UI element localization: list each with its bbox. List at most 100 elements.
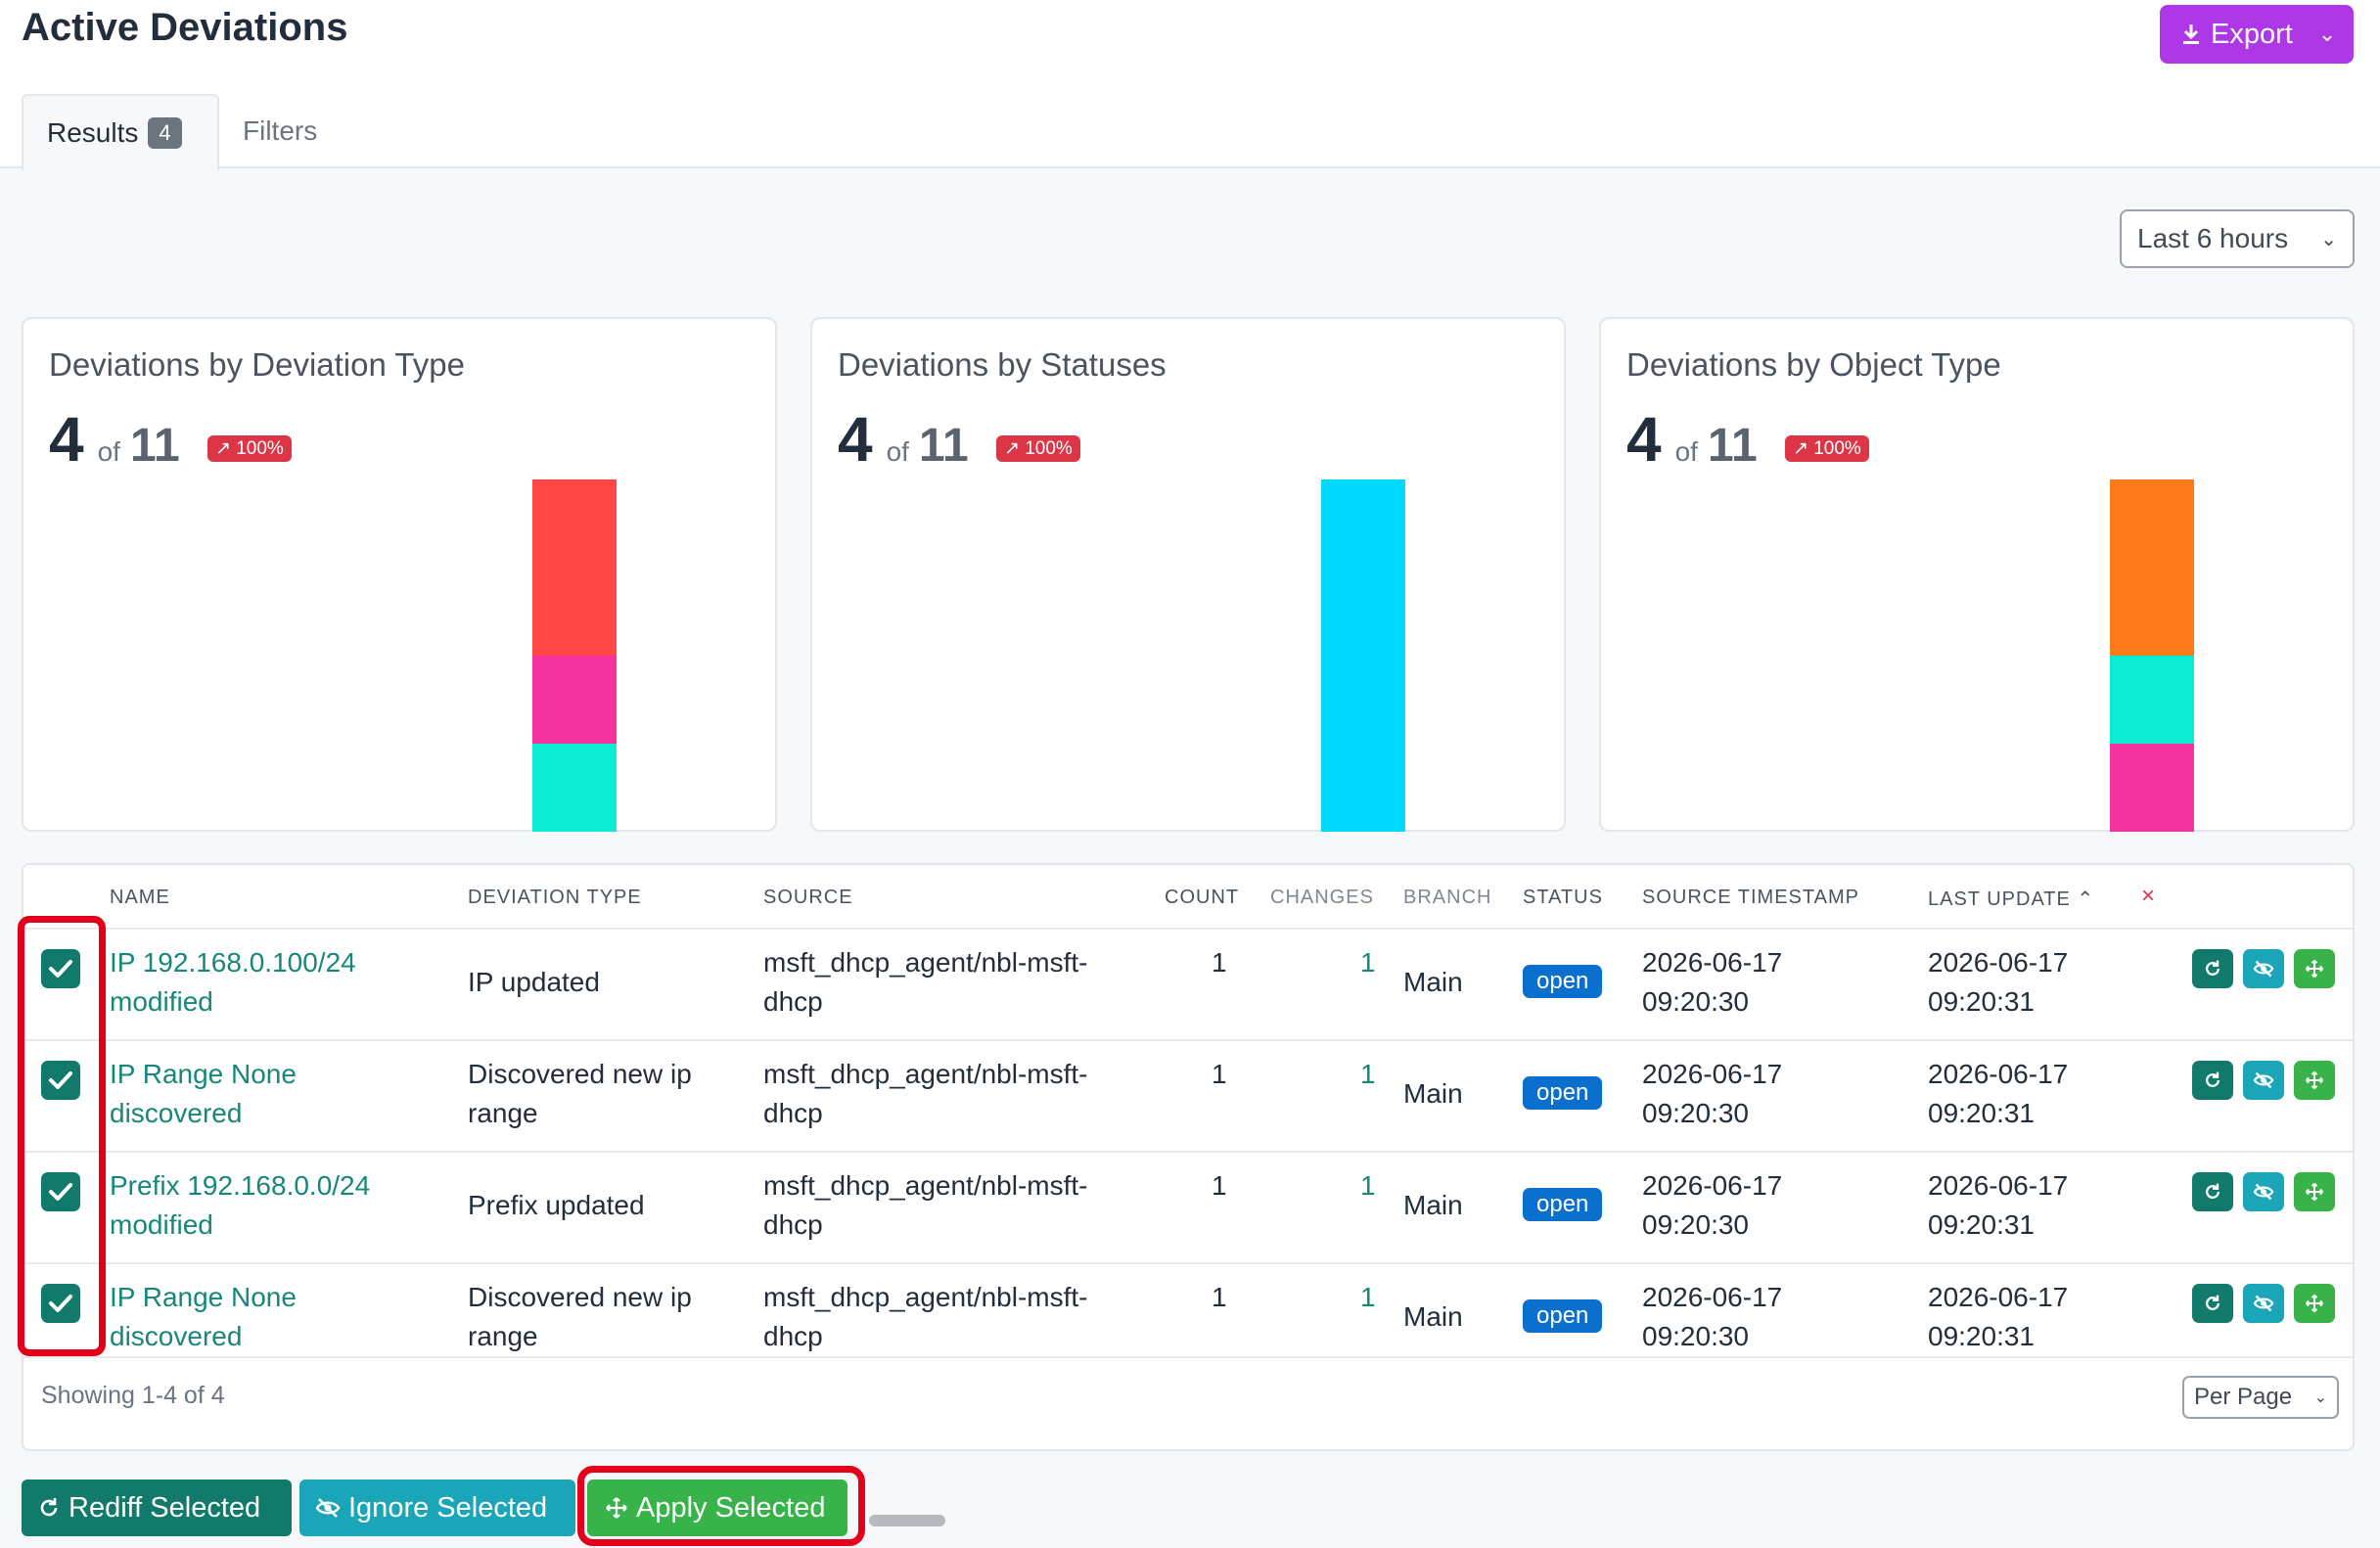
row-changes-link[interactable]: 1: [1360, 1282, 1376, 1312]
row-ignore-button[interactable]: [2243, 949, 2284, 988]
bar-segment-0[interactable]: [532, 479, 617, 656]
card-stat: 4 of 11: [49, 403, 180, 476]
move-arrows-icon: [2305, 1182, 2324, 1202]
row-apply-button[interactable]: [2294, 1061, 2335, 1100]
row-apply-button[interactable]: [2294, 1284, 2335, 1323]
row-rediff-button[interactable]: [2192, 1284, 2233, 1323]
bar-segment-2[interactable]: [2110, 744, 2194, 832]
deviation-type-chart: [532, 479, 617, 832]
col-header-source[interactable]: SOURCE: [763, 887, 853, 908]
row-count: 1: [1212, 947, 1227, 978]
row-rediff-button[interactable]: [2192, 1172, 2233, 1211]
tab-results[interactable]: Results 4: [22, 94, 219, 170]
row-changes-link[interactable]: 1: [1360, 1170, 1376, 1201]
check-icon: [49, 1071, 72, 1089]
tab-results-label: Results: [47, 117, 139, 148]
row-apply-button[interactable]: [2294, 949, 2335, 988]
time-range-select[interactable]: Last 6 hours ⌄: [2120, 209, 2355, 268]
col-header-source-timestamp[interactable]: SOURCE TIMESTAMP: [1642, 887, 1859, 908]
col-header-count[interactable]: COUNT: [1165, 887, 1240, 908]
clear-sort-icon[interactable]: ×: [2141, 883, 2157, 909]
row-source: msft_dhcp_agent/nbl-msft-dhcp: [763, 947, 1088, 1017]
bar-segment-0[interactable]: [1321, 479, 1405, 832]
stat-total: 11: [918, 420, 969, 472]
row-checkbox[interactable]: [41, 1284, 80, 1323]
bar-segment-1[interactable]: [532, 656, 617, 744]
col-header-deviation-type[interactable]: DEVIATION TYPE: [468, 887, 642, 908]
col-header-status[interactable]: STATUS: [1523, 887, 1603, 908]
stat-total: 11: [129, 420, 180, 472]
check-icon: [49, 1295, 72, 1312]
object-type-chart: [2110, 479, 2194, 832]
row-rediff-button[interactable]: [2192, 949, 2233, 988]
table-row[interactable]: IP Range None discovered Discovered new ip…: [23, 1039, 2353, 1151]
row-count: 1: [1212, 1282, 1227, 1312]
refresh-icon: [2206, 1183, 2220, 1199]
move-arrows-icon: [2305, 1294, 2324, 1313]
stat-value: 4: [1626, 404, 1662, 475]
row-name-link[interactable]: IP Range None discovered: [110, 1282, 297, 1351]
tab-filters[interactable]: Filters: [243, 94, 317, 168]
row-count: 1: [1212, 1170, 1227, 1201]
row-last-update: 2026-06-17 09:20:31: [1928, 1059, 2069, 1128]
row-source-timestamp: 2026-06-17 09:20:30: [1642, 947, 1783, 1017]
row-checkbox[interactable]: [41, 949, 80, 988]
card-title: Deviations by Statuses: [838, 346, 1167, 383]
row-ignore-button[interactable]: [2243, 1061, 2284, 1100]
col-header-last-update[interactable]: LAST UPDATE ⌃: [1928, 888, 2095, 910]
chevron-down-icon: ⌄: [2317, 22, 2337, 46]
move-arrows-icon: [2305, 1070, 2324, 1090]
bar-segment-1[interactable]: [2110, 656, 2194, 744]
status-badge: open: [1523, 1188, 1603, 1221]
row-checkbox[interactable]: [41, 1061, 80, 1100]
row-source-timestamp: 2026-06-17 09:20:30: [1642, 1282, 1783, 1351]
table-row[interactable]: IP Range None discovered Discovered new ip…: [23, 1262, 2353, 1374]
horizontal-scrollbar-thumb[interactable]: [869, 1515, 945, 1526]
row-deviation-type: Prefix updated: [468, 1190, 645, 1220]
row-branch: Main: [1403, 967, 1463, 997]
rediff-selected-button[interactable]: Rediff Selected: [22, 1480, 292, 1536]
refresh-icon: [2206, 960, 2220, 976]
stat-of: of: [1674, 436, 1698, 467]
apply-selected-button[interactable]: Apply Selected: [587, 1480, 847, 1536]
card-stat: 4 of 11: [1626, 403, 1758, 476]
row-source-timestamp: 2026-06-17 09:20:30: [1642, 1170, 1783, 1240]
export-button[interactable]: Export ⌄: [2160, 5, 2354, 64]
check-icon: [49, 1183, 72, 1201]
row-source: msft_dhcp_agent/nbl-msft-dhcp: [763, 1059, 1088, 1128]
eye-slash-icon: [2253, 1183, 2274, 1201]
card-stat: 4 of 11: [838, 403, 969, 476]
trend-badge: ↗ 100%: [1785, 435, 1869, 462]
table-footer: Showing 1-4 of 4 Per Page ⌄: [23, 1356, 2353, 1419]
row-checkbox[interactable]: [41, 1172, 80, 1211]
table-row[interactable]: IP 192.168.0.100/24 modified IP updated msf…: [23, 928, 2353, 1039]
row-ignore-button[interactable]: [2243, 1172, 2284, 1211]
bar-segment-0[interactable]: [2110, 479, 2194, 656]
ignore-selected-button[interactable]: Ignore Selected: [299, 1480, 575, 1536]
row-source: msft_dhcp_agent/nbl-msft-dhcp: [763, 1282, 1088, 1351]
trend-badge: ↗ 100%: [207, 435, 292, 462]
table-row[interactable]: Prefix 192.168.0.0/24 modified Prefix upda…: [23, 1151, 2353, 1262]
refresh-icon: [40, 1498, 58, 1517]
row-branch: Main: [1403, 1301, 1463, 1332]
row-name-link[interactable]: Prefix 192.168.0.0/24 modified: [110, 1170, 371, 1240]
download-icon: [2183, 24, 2199, 44]
row-name-link[interactable]: IP 192.168.0.100/24 modified: [110, 947, 356, 1017]
eye-slash-icon: [2253, 960, 2274, 978]
status-badge: open: [1523, 1076, 1603, 1110]
per-page-select[interactable]: Per Page ⌄: [2182, 1376, 2339, 1419]
row-changes-link[interactable]: 1: [1360, 947, 1376, 978]
row-last-update: 2026-06-17 09:20:31: [1928, 1282, 2069, 1351]
stat-value: 4: [49, 404, 84, 475]
row-apply-button[interactable]: [2294, 1172, 2335, 1211]
row-ignore-button[interactable]: [2243, 1284, 2284, 1323]
row-deviation-type: IP updated: [468, 967, 600, 997]
bar-segment-2[interactable]: [532, 744, 617, 832]
pagination-summary: Showing 1-4 of 4: [41, 1382, 225, 1409]
check-icon: [49, 960, 72, 978]
row-rediff-button[interactable]: [2192, 1061, 2233, 1100]
col-header-name[interactable]: NAME: [110, 887, 170, 908]
row-name-link[interactable]: IP Range None discovered: [110, 1059, 297, 1128]
row-changes-link[interactable]: 1: [1360, 1059, 1376, 1089]
col-header-changes: CHANGES: [1270, 887, 1374, 908]
